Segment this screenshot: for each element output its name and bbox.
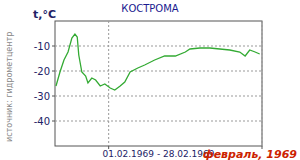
period-label: февраль, 1969 [203,148,298,160]
chart: -10 -20 -30 -40 КОСТРОМА t,°C 01.02.1969 - 28.… [0,0,300,160]
grid-line [262,21,263,146]
plot-area [56,34,260,90]
tick [52,46,55,47]
line-series [56,34,260,90]
source-note: источник: гидрометцентр [5,32,14,142]
tick [52,121,55,122]
tick [52,71,55,72]
tick-label: -40 [34,116,50,127]
grid-line [55,121,262,122]
tick-label: -20 [34,66,50,77]
plot-frame [55,21,262,146]
tick [52,96,55,97]
title: КОСТРОМА [121,3,179,14]
x-label: 01.02.1969 - 28.02.1969 [102,149,214,159]
grid-line [55,71,262,72]
y-label: t,°C [33,8,56,21]
tick-label: -30 [34,91,50,102]
grid-line [108,21,109,146]
grid-line [55,46,262,47]
grid-line [55,96,262,97]
tick-label: -10 [34,41,50,52]
